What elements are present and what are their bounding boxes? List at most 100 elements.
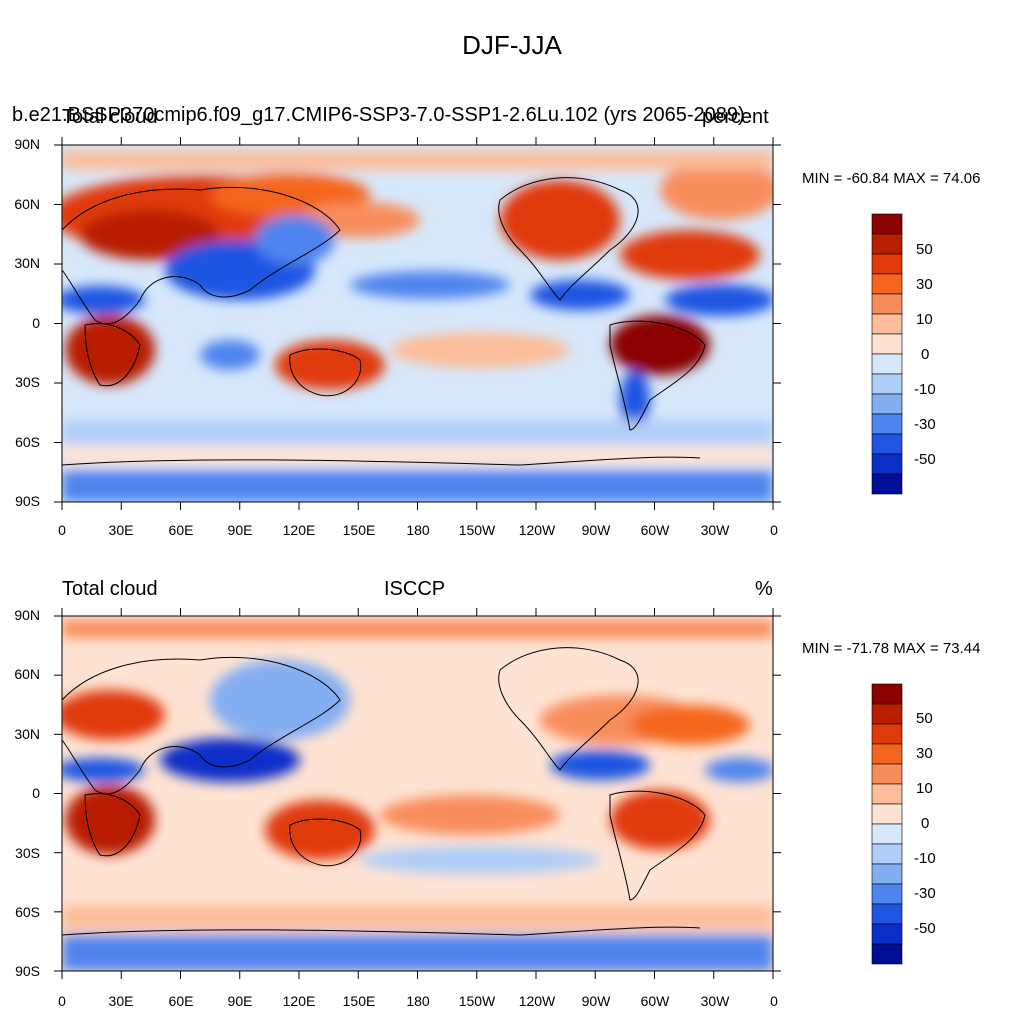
colorbar-swatch [871,783,903,805]
lat-label: 60N [14,196,40,212]
lon-label: 30W [700,993,730,1009]
coastline-north-america [498,647,639,771]
lon-label: 0 [770,522,778,538]
lat-label: 0 [32,315,40,331]
colorbar-swatch [871,903,903,925]
colorbar-label: 10 [916,780,933,797]
lon-label: 120E [282,993,316,1009]
lon-label: 30E [108,522,134,538]
lon-label: 150E [342,522,376,538]
coastline-antarctica [61,456,701,466]
colorbar-swatch [871,703,903,725]
colorbar-panel2 [871,683,903,965]
colorbar-label: 30 [916,745,933,762]
colorbar-label: -30 [914,885,936,902]
lon-label: 150E [342,993,376,1009]
colorbar-swatch [871,353,903,375]
lat-label: 90N [14,607,40,623]
colorbar-swatch [871,233,903,255]
lon-label: 120E [282,522,316,538]
lon-label: 0 [58,993,66,1009]
coastline-eurasia-africa [61,656,341,795]
panel1-right-title: percent [702,106,769,128]
lon-label: 150W [458,993,496,1009]
colorbar-swatch [871,723,903,745]
lon-label: 60E [168,993,194,1009]
lon-label: 90W [581,993,611,1009]
colorbar-swatch [871,453,903,475]
lon-label: 0 [58,522,66,538]
coastline-antarctica [61,926,701,936]
colorbar-swatch [871,373,903,395]
lon-label: 60W [640,993,670,1009]
colorbar-swatch [871,883,903,905]
colorbar-swatch [871,433,903,455]
colorbar-panel1 [871,213,903,495]
panel2-center-title: ISCCP [384,578,446,600]
figure-title: DJF-JJA [462,30,562,60]
lon-label: 0 [770,993,778,1009]
lon-label: 30W [700,522,730,538]
lat-label: 60S [15,434,40,450]
colorbar-swatch [871,943,903,965]
colorbar-label: 50 [916,241,933,258]
colorbar-swatch [871,763,903,785]
axis-ticks [54,137,781,979]
colorbar-swatch [871,333,903,355]
colorbar-label: -50 [914,451,936,468]
colorbar-swatch [871,803,903,825]
panel1-case-label: b.e21.BSSP370cmip6.f09_g17.CMIP6-SSP3-7.… [12,104,745,126]
lon-label: 180 [406,993,430,1009]
colorbar-swatch [871,413,903,435]
lat-label: 90S [15,493,40,509]
lat-label: 60S [15,904,40,920]
colorbar-label: -30 [914,416,936,433]
colorbar-label: 10 [916,311,933,328]
colorbar-label: 50 [916,710,933,727]
lon-label: 60W [640,522,670,538]
colorbar-swatch [871,683,903,705]
colorbar-swatch [871,273,903,295]
lon-label: 180 [406,522,430,538]
colorbar-swatch [871,393,903,415]
lon-label: 30E [108,993,134,1009]
lat-label: 60N [14,666,40,682]
colorbar-swatch [871,473,903,495]
coastline-north-america [498,177,639,301]
coastline-southern-africa [84,323,141,387]
lon-label: 60E [168,522,194,538]
panel2-right-title: % [755,578,773,600]
colorbar-swatch [871,843,903,865]
lon-label: 90W [581,522,611,538]
lon-label: 120W [518,993,556,1009]
lat-label: 30N [14,255,40,271]
lon-label: 150W [458,522,496,538]
coastline-australia [289,348,362,397]
lat-label: 30S [15,374,40,390]
coastline-southern-africa [84,793,141,857]
lon-label: 90E [227,522,253,538]
coastline-eurasia-africa [61,186,341,325]
panel1-min-max: MIN = -60.84 MAX = 74.06 [802,170,981,187]
lat-label: 30N [14,726,40,742]
coastlines [61,177,706,936]
lat-label: 30S [15,845,40,861]
panel1-left-title: Total cloud [62,106,158,128]
lat-label: 0 [32,785,40,801]
panel2-min-max: MIN = -71.78 MAX = 73.44 [802,640,981,657]
coastline-south-america [609,320,706,431]
colorbar-label: 0 [921,346,930,363]
coastline-australia [289,818,362,867]
colorbar-label: 30 [916,276,933,293]
colorbar-swatch [871,213,903,235]
colorbar-label: -10 [914,850,936,867]
lon-label: 120W [518,522,556,538]
colorbar-label: -50 [914,920,936,937]
colorbar-swatch [871,743,903,765]
colorbar-swatch [871,313,903,335]
colorbar-swatch [871,923,903,945]
coastline-south-america [609,790,706,901]
colorbar-label: -10 [914,381,936,398]
lat-label: 90S [15,963,40,979]
